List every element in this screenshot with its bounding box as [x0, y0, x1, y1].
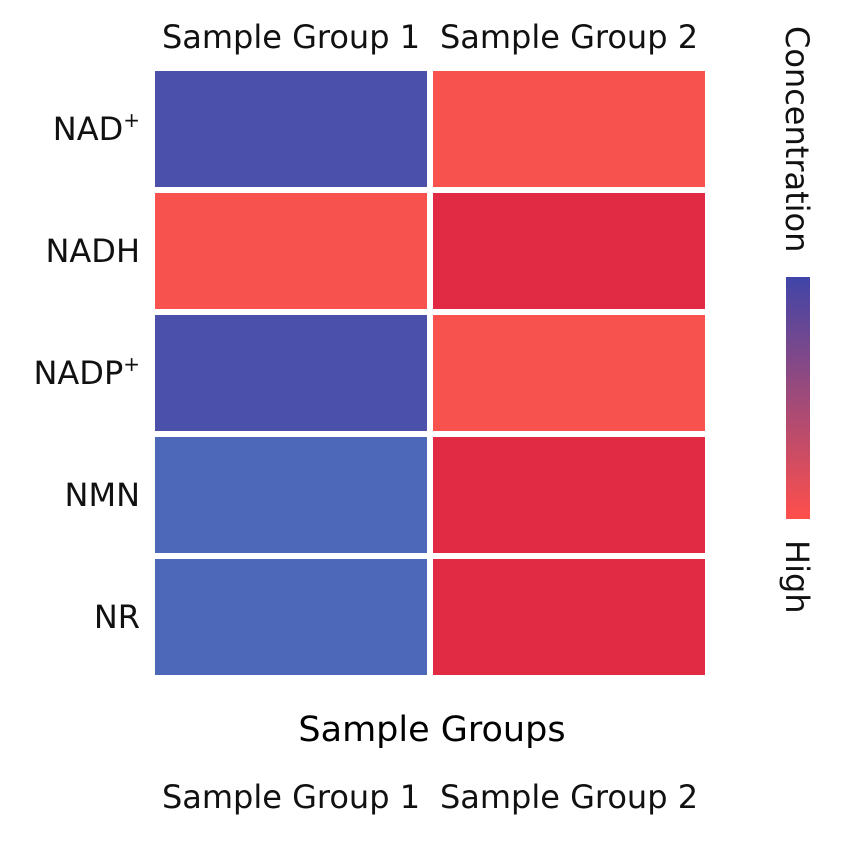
colorbar-gradient: [786, 277, 810, 519]
column-label-top-2: Sample Group 2: [440, 18, 698, 56]
column-label-bottom-1: Sample Group 1: [162, 778, 420, 816]
heatmap-cell-r4-c2: [433, 437, 705, 553]
row-label-5: NR: [94, 598, 140, 636]
x-axis-title: Sample Groups: [298, 710, 565, 750]
row-label-1: NAD+: [53, 108, 140, 148]
heatmap-cell-r1-c2: [433, 71, 705, 187]
row-labels: NAD+ NADH NADP+ NMN NR: [33, 108, 140, 636]
heatmap-cells: [155, 71, 705, 675]
column-labels-bottom: Sample Group 1 Sample Group 2: [162, 778, 698, 816]
column-labels-top: Sample Group 1 Sample Group 2: [162, 18, 698, 56]
colorbar-end-label: High: [778, 540, 816, 614]
row-label-3: NADP+: [33, 352, 140, 392]
heatmap-cell-r4-c1: [155, 437, 427, 553]
column-label-bottom-2: Sample Group 2: [440, 778, 698, 816]
heatmap-cell-r1-c1: [155, 71, 427, 187]
heatmap-cell-r5-c1: [155, 559, 427, 675]
heatmap-cell-r3-c1: [155, 315, 427, 431]
colorbar-legend: Concentration High: [778, 26, 816, 614]
heatmap-cell-r2-c1: [155, 193, 427, 309]
row-label-2: NADH: [45, 232, 140, 270]
column-label-top-1: Sample Group 1: [162, 18, 420, 56]
heatmap-cell-r5-c2: [433, 559, 705, 675]
heatmap-cell-r2-c2: [433, 193, 705, 309]
heatmap-cell-r3-c2: [433, 315, 705, 431]
colorbar-title: Concentration: [778, 26, 816, 252]
row-label-4: NMN: [65, 476, 140, 514]
